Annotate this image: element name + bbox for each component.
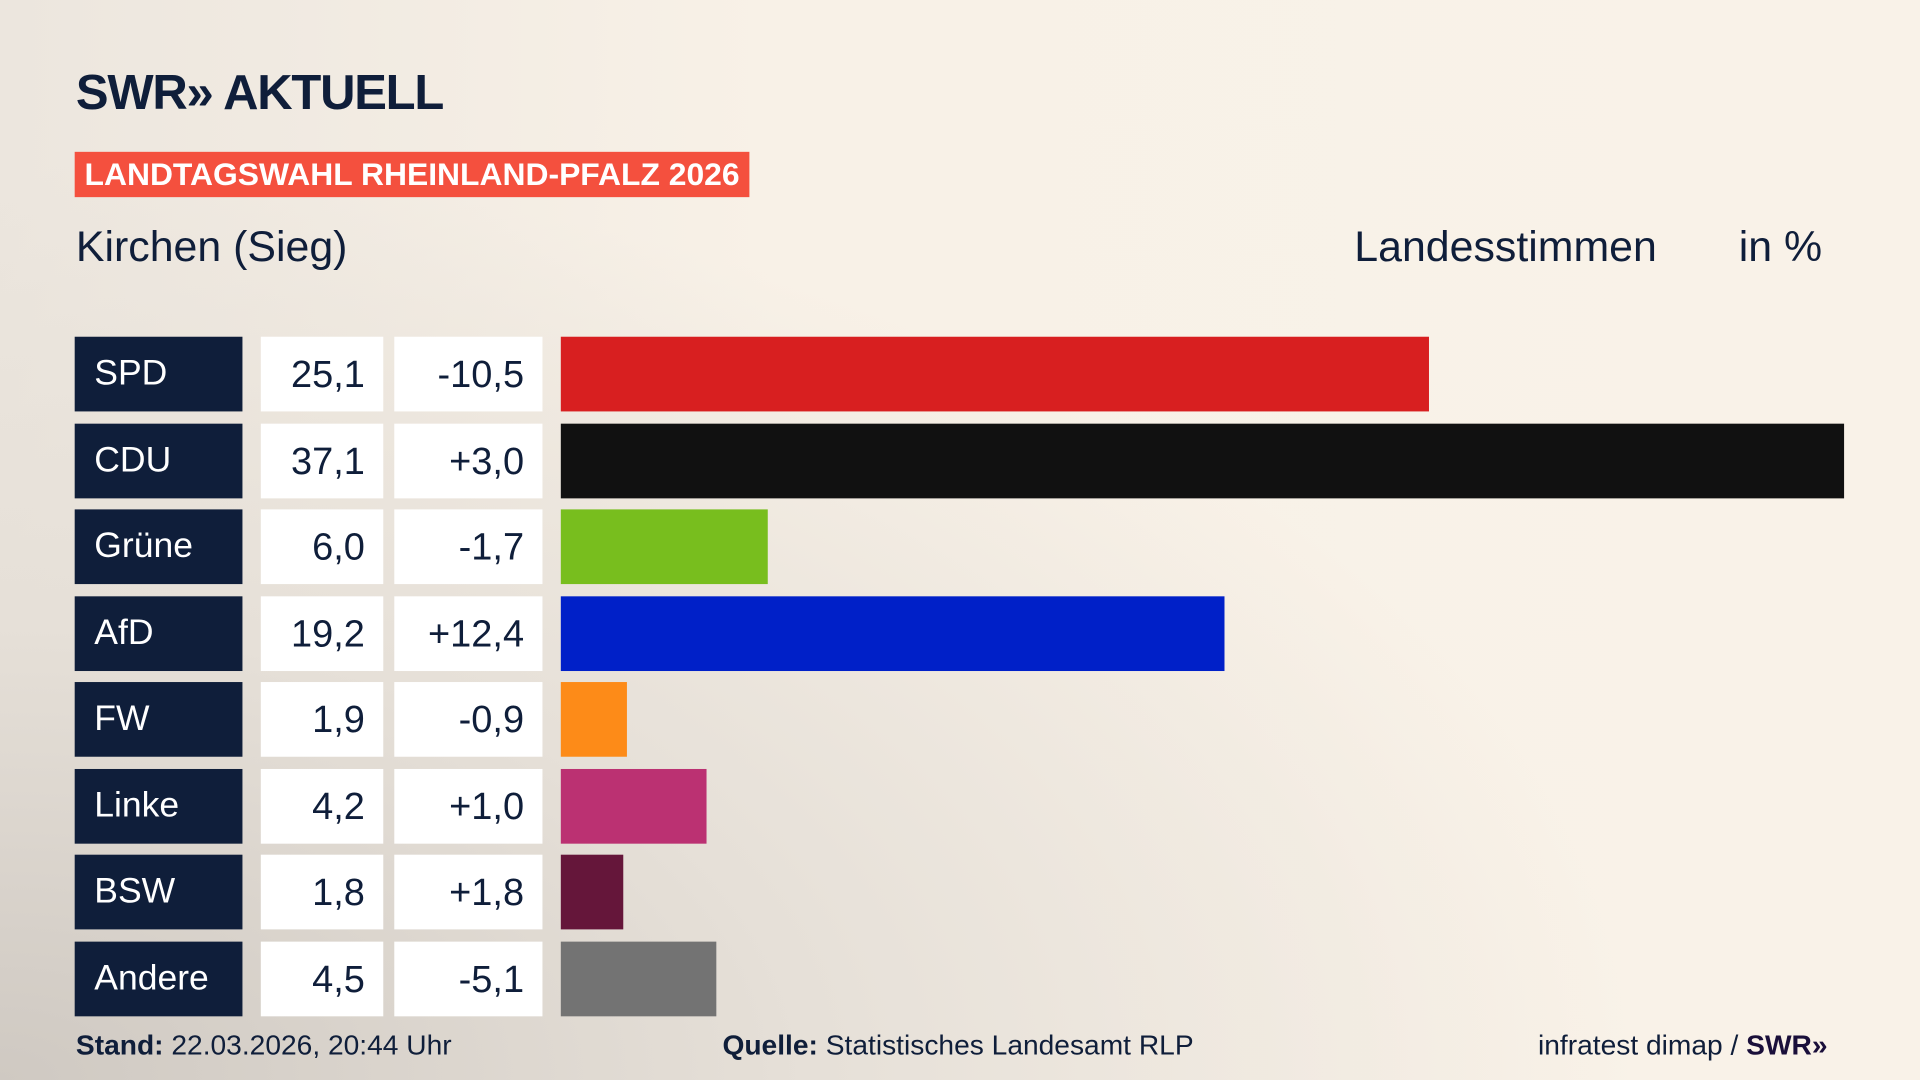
value-label: 19,2 (260, 595, 384, 671)
diff-label: +3,0 (394, 423, 543, 498)
source-value: Statistisches Landesamt RLP (825, 1028, 1194, 1061)
swr-aktuell-logo: SWR» AKTUELL (75, 66, 444, 121)
votes-header: Landesstimmen (1354, 222, 1657, 271)
stand-value: 22.03.2026, 20:44 Uhr (171, 1028, 452, 1061)
value-label: 1,9 (260, 682, 384, 757)
party-label: SPD (74, 336, 243, 412)
value-label: 37,1 (260, 423, 384, 498)
region-title: Kirchen (Sieg) (75, 222, 348, 271)
stand-label: Stand: (75, 1028, 164, 1061)
source-label: Quelle: (722, 1028, 818, 1061)
bar (560, 768, 707, 844)
value-label: 6,0 (260, 509, 384, 585)
party-label: Grüne (74, 509, 243, 585)
bar (560, 423, 1845, 498)
credit-text: infratest dimap / (1537, 1028, 1739, 1061)
value-label: 25,1 (260, 336, 384, 412)
party-label: Andere (74, 941, 243, 1016)
party-label: BSW (74, 854, 243, 930)
value-label: 1,8 (260, 854, 384, 930)
party-label: Linke (74, 768, 243, 844)
diff-label: -0,9 (394, 682, 543, 757)
diff-label: -5,1 (394, 941, 543, 1016)
bar (560, 336, 1429, 412)
swr-logo-small: SWR» (1746, 1028, 1828, 1061)
footer-source: Quelle: Statistisches Landesamt RLP (722, 1029, 1193, 1062)
diff-label: +1,0 (394, 768, 543, 844)
party-label: AfD (74, 595, 243, 671)
diff-label: -1,7 (394, 509, 543, 585)
party-label: CDU (74, 423, 243, 498)
bar (560, 595, 1225, 671)
bar (560, 854, 624, 930)
party-label: FW (74, 682, 243, 757)
value-label: 4,5 (260, 941, 384, 1016)
diff-label: -10,5 (394, 336, 543, 412)
election-tag: LANDTAGSWAHL RHEINLAND-PFALZ 2026 (74, 151, 750, 198)
diff-label: +1,8 (394, 854, 543, 930)
diff-label: +12,4 (394, 595, 543, 671)
unit-header: in % (1738, 222, 1823, 271)
bar (560, 509, 769, 585)
value-label: 4,2 (260, 768, 384, 844)
bar (560, 941, 717, 1016)
footer-stand: Stand: 22.03.2026, 20:44 Uhr (76, 1029, 452, 1062)
bar (560, 682, 627, 757)
footer-credit: infratest dimap / SWR» (1538, 1029, 1828, 1062)
